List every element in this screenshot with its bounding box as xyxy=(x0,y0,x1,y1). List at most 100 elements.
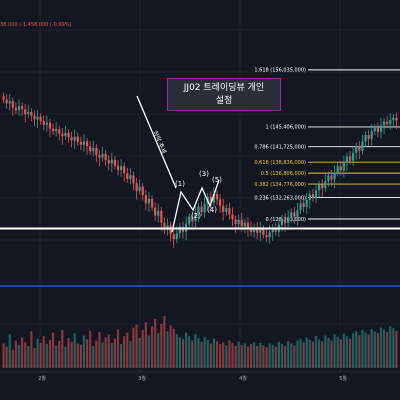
volume-bar xyxy=(284,346,286,368)
candle-body xyxy=(89,146,91,151)
candle-body xyxy=(18,106,20,110)
candle-body xyxy=(64,133,66,136)
candle-body xyxy=(327,175,329,181)
volume-bar xyxy=(163,316,165,368)
candle-body xyxy=(392,118,394,120)
volume-bar xyxy=(9,334,11,368)
candle-body xyxy=(371,131,373,139)
candle-body xyxy=(49,123,51,129)
candle-body xyxy=(176,233,178,239)
wave-label: (4) xyxy=(207,206,217,214)
fib-level-label: 1 (145,406,000) xyxy=(266,125,307,131)
volume-bar xyxy=(179,337,181,368)
candle-body xyxy=(241,220,243,226)
volume-bar xyxy=(101,342,103,368)
volume-bar xyxy=(293,345,295,368)
candle-body xyxy=(139,187,141,191)
volume-bar xyxy=(330,340,332,368)
wave-label: (5) xyxy=(212,176,222,184)
candle-body xyxy=(24,109,26,114)
volume-bar xyxy=(18,345,20,368)
volume-bar xyxy=(188,336,190,368)
candle-body xyxy=(111,160,113,164)
volume-bar xyxy=(89,331,91,368)
candle-body xyxy=(71,137,73,140)
annotation-title-box[interactable]: JJ02 트레이딩뷰 개인 설정 xyxy=(167,78,281,111)
candle-body xyxy=(238,220,240,224)
candle-body xyxy=(120,166,122,170)
wave-label: (2) xyxy=(191,212,201,220)
volume-bar xyxy=(129,341,131,368)
candle-body xyxy=(377,128,379,132)
volume-bar xyxy=(343,334,345,368)
volume-bar xyxy=(303,342,305,368)
volume-bar xyxy=(213,339,215,368)
volume-bar xyxy=(12,350,14,368)
volume-bar xyxy=(216,341,218,368)
candle-body xyxy=(222,206,224,212)
candle-body xyxy=(105,154,107,160)
volume-bar xyxy=(247,347,249,368)
volume-bar xyxy=(290,344,292,368)
volume-bar xyxy=(160,324,162,368)
candle-body xyxy=(358,146,360,150)
candle-body xyxy=(321,184,323,188)
volume-bar xyxy=(154,319,156,368)
volume-bar xyxy=(126,333,128,368)
candle-body xyxy=(67,133,69,137)
volume-bar xyxy=(368,334,370,368)
volume-bar xyxy=(234,346,236,368)
volume-bar xyxy=(262,345,264,368)
candle-body xyxy=(262,229,264,235)
candle-body xyxy=(80,142,82,145)
candle-body xyxy=(287,217,289,223)
candle-body xyxy=(27,112,29,114)
candle-body xyxy=(318,184,320,190)
candle-body xyxy=(306,200,308,207)
volume-bar xyxy=(287,341,289,368)
volume-bar xyxy=(207,340,209,368)
volume-bar xyxy=(40,343,42,368)
volume-bar xyxy=(309,340,311,368)
candle-body xyxy=(173,234,175,239)
volume-bar xyxy=(120,344,122,368)
candle-body xyxy=(315,190,317,198)
candle-body xyxy=(135,183,137,191)
volume-bar xyxy=(55,345,57,368)
volume-bar xyxy=(111,343,113,368)
candle-body xyxy=(269,232,271,237)
volume-bar xyxy=(259,343,261,368)
volume-bar xyxy=(355,331,357,368)
volume-bar xyxy=(269,344,271,368)
volume-bar xyxy=(383,329,385,368)
candle-body xyxy=(380,125,382,131)
volume-bar xyxy=(228,340,230,368)
volume-bar xyxy=(296,340,298,368)
price-readout: 38,000 (-1,458,000 (-0.99%) xyxy=(0,22,71,28)
volume-bar xyxy=(21,337,23,368)
candle-body xyxy=(86,141,88,146)
volume-bar xyxy=(30,331,32,368)
volume-bar xyxy=(132,328,134,368)
volume-bar xyxy=(204,337,206,368)
volume-bar xyxy=(24,342,26,368)
candle-body xyxy=(219,199,221,205)
volume-bar xyxy=(33,348,35,368)
candle-body xyxy=(383,122,385,126)
volume-bar xyxy=(182,339,184,368)
volume-bar xyxy=(83,336,85,368)
candle-body xyxy=(108,160,110,163)
volume-bar xyxy=(49,340,51,368)
candle-body xyxy=(154,208,156,216)
candle-body xyxy=(368,135,370,139)
candle-body xyxy=(364,135,366,141)
volume-bar xyxy=(324,336,326,368)
candle-body xyxy=(281,219,283,225)
candle-body xyxy=(83,141,85,144)
candle-body xyxy=(284,219,286,223)
volume-bar xyxy=(265,347,267,368)
candle-body xyxy=(309,194,311,200)
volume-bar xyxy=(194,334,196,368)
candle-body xyxy=(352,153,354,161)
